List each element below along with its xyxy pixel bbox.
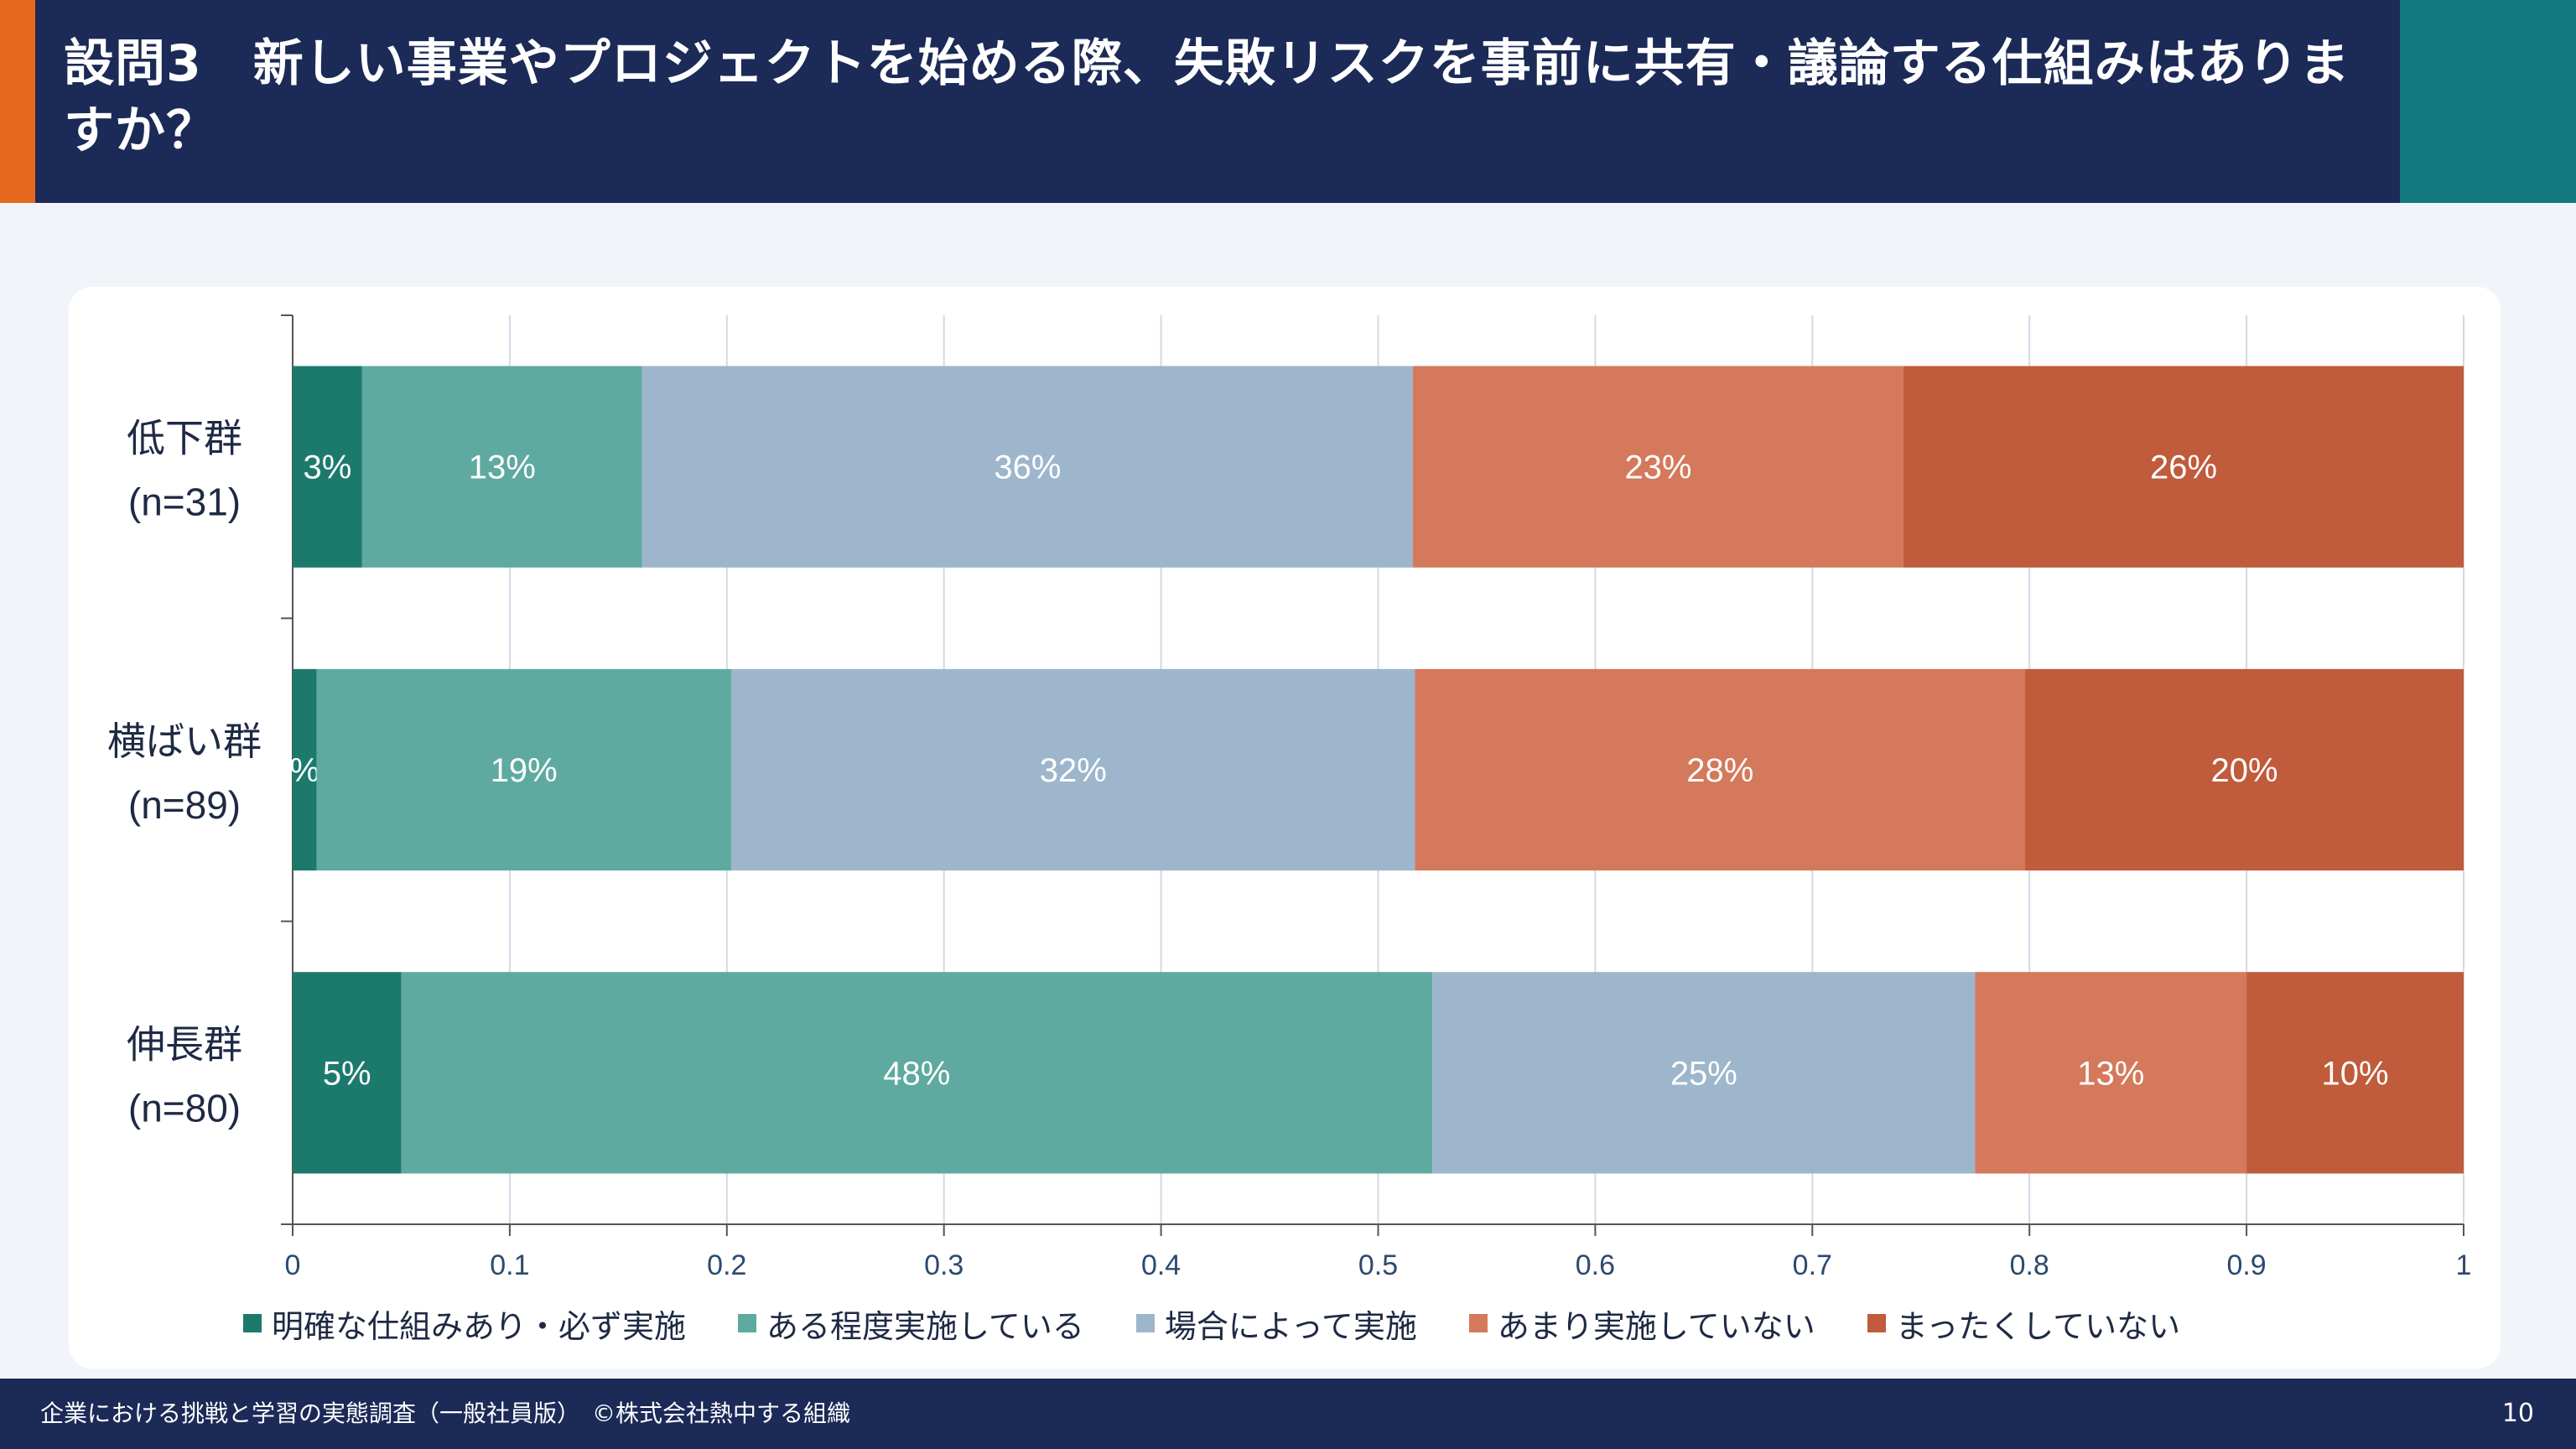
category-label: 低下群 [127,416,242,461]
legend-swatch [1135,1314,1155,1332]
x-tick-label: 0.5 [1358,1249,1398,1281]
x-tick-label: 0.8 [2010,1249,2049,1281]
data-label: 36% [994,449,1061,486]
category-n-label: (n=89) [128,783,241,827]
bar-segment [1903,366,2464,568]
bar-segment [2025,668,2464,871]
bar-segment [1432,972,1976,1174]
legend-label: ある程度実施している [766,1307,1084,1345]
legend-swatch [1867,1314,1886,1332]
x-tick-label: 0 [285,1249,301,1281]
bar-segment [293,972,402,1174]
bar-segment [401,972,1433,1174]
data-label: 48% [883,1055,950,1092]
legend-label: 明確な仕組みあり・必ず実施 [272,1307,687,1345]
data-label: 19% [491,752,558,789]
footer-bar: 企業における挑戦と学習の実態調査（一般社員版） ©株式会社熱中する組織 10 [0,1379,2576,1449]
category-label: 横ばい群 [107,719,262,764]
legend-item-somewhat: ある程度実施している [738,1301,1084,1347]
legend-item-never: まったくしていない [1867,1301,2180,1347]
data-label: 13% [2077,1055,2144,1092]
bar-segment [361,366,642,568]
data-label: 23% [1624,449,1691,486]
legend-label: あまり実施していない [1497,1307,1815,1345]
legend-swatch [1468,1314,1488,1332]
bar-segment [316,668,731,871]
legend-label: 場合によって実施 [1164,1307,1417,1345]
data-label: 10% [2322,1055,2389,1092]
x-tick-label: 1 [2456,1249,2472,1281]
x-tick-label: 0.6 [1576,1249,1615,1281]
legend-swatch [738,1314,757,1332]
data-label: 28% [1686,752,1753,789]
legend-item-clear-mechanism: 明確な仕組みあり・必ず実施 [243,1301,686,1347]
footer-credit: 企業における挑戦と学習の実態調査（一般社員版） ©株式会社熱中する組織 [40,1400,851,1427]
bar-segment [293,668,317,871]
data-label: 26% [2150,449,2217,486]
bar-segment [1412,366,1904,568]
legend-label: まったくしていない [1895,1307,2181,1345]
bar-segment [293,366,362,568]
x-tick-label: 0.2 [707,1249,746,1281]
x-tick-label: 0.9 [2226,1249,2266,1281]
data-label: 3% [304,449,352,486]
category-n-label: (n=80) [128,1086,241,1130]
category-n-label: (n=31) [128,480,241,524]
header-bar: 設問3 新しい事業やプロジェクトを始める際、失敗リスクを事前に共有・議論する仕組… [0,0,2576,203]
x-tick-label: 0.1 [490,1249,529,1281]
bar-segment [730,668,1415,871]
legend-swatch [243,1314,262,1332]
data-label: 25% [1670,1055,1737,1092]
page-number: 10 [2501,1399,2534,1428]
legend: 明確な仕組みあり・必ず実施 ある程度実施している 場合によって実施 あまり実施し… [243,1300,2180,1347]
stacked-bar-chart: 0 0.1 0.2 0.3 0.4 0.5 0.6 0.7 0.8 0.9 1 低下群 (n=31) 3%… [107,314,2472,1281]
data-label: 5% [323,1055,371,1092]
category-label: 伸長群 [127,1021,242,1067]
x-tick-label: 0.4 [1141,1249,1181,1281]
data-label: 20% [2210,752,2277,789]
bar-segment [641,366,1413,568]
legend-item-case-by-case: 場合によって実施 [1135,1301,1417,1347]
bar-segment [1975,972,2247,1174]
x-tick-label: 0.7 [1793,1249,1832,1281]
page-title: 設問3 新しい事業やプロジェクトを始める際、失敗リスクを事前に共有・議論する仕組… [64,34,2350,160]
x-tick-label: 0.3 [924,1249,963,1281]
data-label: 13% [469,449,536,486]
legend-item-rarely: あまり実施していない [1468,1301,1815,1347]
header-accent-right [2400,0,2576,203]
data-label: % [289,752,319,789]
bar-segment [2246,972,2464,1174]
data-label: 32% [1040,752,1107,789]
bar-segment [1415,668,2026,871]
header-accent-left [0,0,35,203]
